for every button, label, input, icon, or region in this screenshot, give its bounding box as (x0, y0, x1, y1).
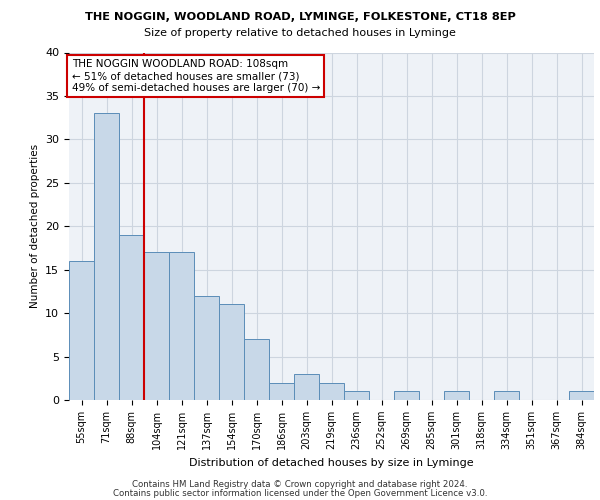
Text: Contains public sector information licensed under the Open Government Licence v3: Contains public sector information licen… (113, 489, 487, 498)
Bar (394, 392, 419, 400)
Bar (119, 235, 144, 400)
Bar (269, 382, 294, 400)
Bar (169, 252, 194, 400)
Y-axis label: Number of detached properties: Number of detached properties (29, 144, 40, 308)
Text: Contains HM Land Registry data © Crown copyright and database right 2024.: Contains HM Land Registry data © Crown c… (132, 480, 468, 489)
Bar (494, 392, 519, 400)
Bar (69, 261, 94, 400)
X-axis label: Distribution of detached houses by size in Lyminge: Distribution of detached houses by size … (189, 458, 474, 468)
Bar (444, 392, 469, 400)
Bar (294, 374, 319, 400)
Bar (244, 339, 269, 400)
Text: THE NOGGIN WOODLAND ROAD: 108sqm
← 51% of detached houses are smaller (73)
49% o: THE NOGGIN WOODLAND ROAD: 108sqm ← 51% o… (71, 60, 320, 92)
Bar (344, 392, 369, 400)
Bar (319, 382, 344, 400)
Bar (219, 304, 244, 400)
Bar (94, 114, 119, 400)
Bar (144, 252, 169, 400)
Bar (194, 296, 219, 400)
Bar (569, 392, 594, 400)
Text: THE NOGGIN, WOODLAND ROAD, LYMINGE, FOLKESTONE, CT18 8EP: THE NOGGIN, WOODLAND ROAD, LYMINGE, FOLK… (85, 12, 515, 22)
Text: Size of property relative to detached houses in Lyminge: Size of property relative to detached ho… (144, 28, 456, 38)
